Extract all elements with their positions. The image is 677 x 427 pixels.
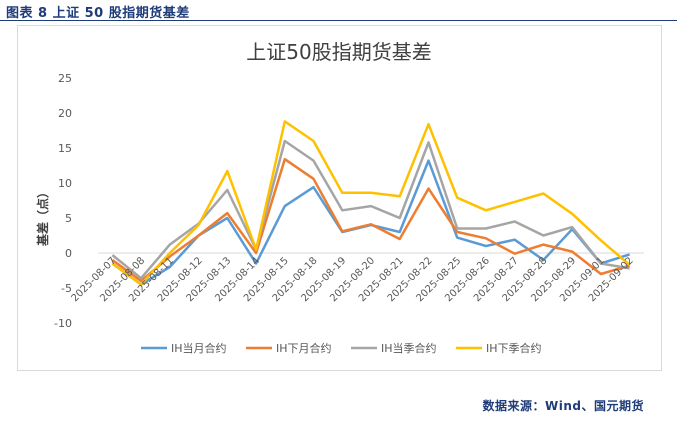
- figure-caption: 图表 8 上证 50 股指期货基差: [6, 6, 190, 21]
- series-lines: [111, 120, 631, 286]
- chart-frame: 上证50股指期货基差 基差（点） 25 20 15 10 5 0 -5 -10 2025-08…: [17, 25, 662, 371]
- y-tick-label: 15: [58, 142, 72, 155]
- legend: IH当月合约 IH下月合约 IH当季合约 IH下季合约: [141, 341, 542, 355]
- legend-label: IH下季合约: [486, 341, 542, 355]
- caption-rule: [0, 20, 677, 21]
- y-tick-label: 20: [58, 107, 72, 120]
- series-line-4: [111, 120, 631, 286]
- y-axis-label: 基差（点）: [35, 186, 50, 247]
- legend-label: IH当月合约: [171, 341, 227, 355]
- chart-title: 上证50股指期货基差: [246, 40, 431, 64]
- y-axis-ticks: 25 20 15 10 5 0 -5 -10: [54, 72, 72, 330]
- legend-label: IH下月合约: [276, 341, 332, 355]
- series-line-2: [111, 157, 630, 283]
- y-tick-label: 25: [58, 72, 72, 85]
- y-tick-label: -10: [54, 317, 72, 330]
- y-tick-label: 10: [58, 177, 72, 190]
- y-tick-label: -5: [61, 282, 72, 295]
- legend-label: IH当季合约: [381, 341, 437, 355]
- y-tick-label: 5: [65, 212, 72, 225]
- y-tick-label: 0: [65, 247, 72, 260]
- data-source: 数据来源：Wind、国元期货: [482, 399, 644, 413]
